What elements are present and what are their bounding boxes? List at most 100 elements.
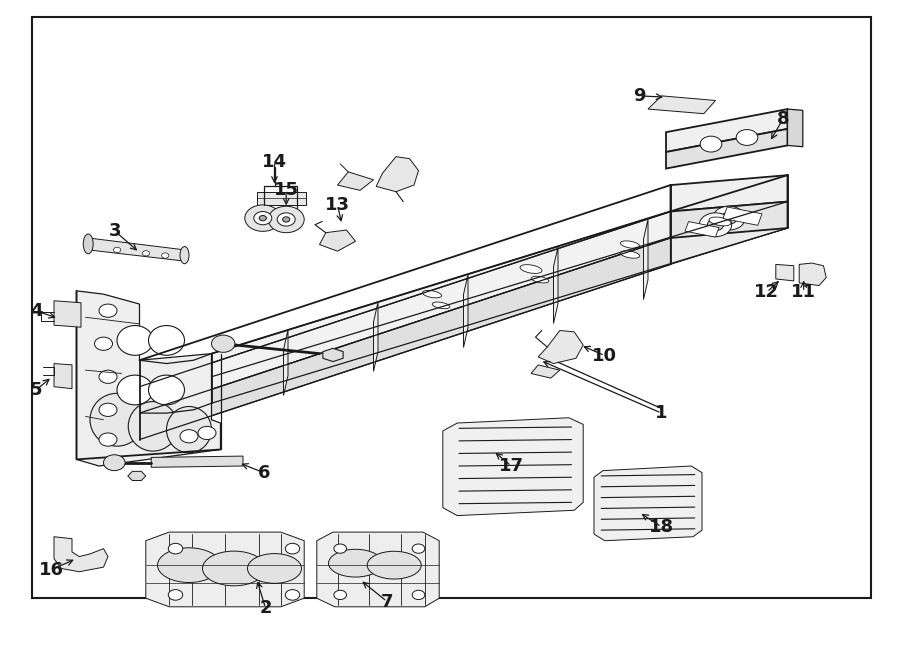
Circle shape <box>245 205 281 231</box>
Circle shape <box>99 304 117 317</box>
Polygon shape <box>670 175 788 212</box>
Polygon shape <box>88 238 184 261</box>
Ellipse shape <box>531 276 549 283</box>
Ellipse shape <box>148 375 184 405</box>
Circle shape <box>334 544 346 553</box>
Text: 12: 12 <box>754 283 779 301</box>
Polygon shape <box>374 302 378 371</box>
Polygon shape <box>317 532 439 607</box>
Circle shape <box>168 590 183 600</box>
Circle shape <box>334 590 346 600</box>
Text: 5: 5 <box>30 381 42 399</box>
Polygon shape <box>666 109 788 152</box>
Ellipse shape <box>620 251 640 258</box>
Polygon shape <box>76 291 220 466</box>
Text: 3: 3 <box>109 222 122 241</box>
Bar <box>685 221 719 237</box>
Ellipse shape <box>148 326 184 356</box>
Ellipse shape <box>520 264 542 274</box>
Circle shape <box>162 253 169 258</box>
Polygon shape <box>128 471 146 481</box>
Circle shape <box>268 206 304 233</box>
Ellipse shape <box>367 551 421 579</box>
Circle shape <box>99 403 117 416</box>
Polygon shape <box>54 537 108 572</box>
Polygon shape <box>212 202 788 403</box>
Ellipse shape <box>248 554 302 583</box>
Polygon shape <box>338 172 374 190</box>
Circle shape <box>285 590 300 600</box>
Circle shape <box>721 212 737 224</box>
Polygon shape <box>151 456 243 467</box>
Text: 11: 11 <box>791 283 816 301</box>
Circle shape <box>412 544 425 553</box>
Circle shape <box>142 251 149 256</box>
Circle shape <box>94 337 112 350</box>
Circle shape <box>254 212 272 225</box>
Circle shape <box>285 543 300 554</box>
Polygon shape <box>554 247 558 323</box>
Circle shape <box>104 455 125 471</box>
Ellipse shape <box>90 393 144 446</box>
Ellipse shape <box>432 302 450 309</box>
Ellipse shape <box>83 234 94 254</box>
Circle shape <box>198 426 216 440</box>
Polygon shape <box>140 238 670 440</box>
Polygon shape <box>146 532 304 607</box>
Circle shape <box>180 430 198 443</box>
Circle shape <box>277 213 295 226</box>
Polygon shape <box>443 418 583 516</box>
Polygon shape <box>670 202 788 264</box>
Ellipse shape <box>422 290 442 298</box>
Polygon shape <box>788 109 803 147</box>
Circle shape <box>99 370 117 383</box>
Ellipse shape <box>180 247 189 264</box>
Text: 4: 4 <box>30 301 42 320</box>
Polygon shape <box>320 230 356 251</box>
Text: 10: 10 <box>592 346 617 365</box>
Polygon shape <box>776 264 794 281</box>
Circle shape <box>259 215 266 221</box>
Circle shape <box>713 206 745 230</box>
Polygon shape <box>212 175 788 377</box>
Circle shape <box>99 433 117 446</box>
Polygon shape <box>140 212 670 413</box>
Text: 16: 16 <box>39 561 64 579</box>
Polygon shape <box>644 219 648 299</box>
Circle shape <box>168 543 183 554</box>
Bar <box>32 17 871 598</box>
Polygon shape <box>464 274 468 348</box>
Polygon shape <box>256 192 306 205</box>
Text: 2: 2 <box>259 599 272 617</box>
Ellipse shape <box>620 241 640 249</box>
Polygon shape <box>376 157 418 192</box>
Polygon shape <box>323 348 343 362</box>
Circle shape <box>283 217 290 222</box>
Text: 13: 13 <box>325 196 350 214</box>
Ellipse shape <box>117 326 153 356</box>
Text: 6: 6 <box>257 463 270 482</box>
Polygon shape <box>666 129 788 169</box>
Polygon shape <box>531 365 560 378</box>
Polygon shape <box>670 202 788 238</box>
Circle shape <box>412 590 425 600</box>
Bar <box>723 207 762 225</box>
Circle shape <box>212 335 235 352</box>
Text: 7: 7 <box>381 592 393 611</box>
Circle shape <box>700 136 722 152</box>
Polygon shape <box>54 364 72 389</box>
Text: 8: 8 <box>777 110 789 128</box>
Ellipse shape <box>128 401 178 451</box>
Polygon shape <box>538 330 583 364</box>
Circle shape <box>707 219 724 231</box>
Polygon shape <box>799 263 826 286</box>
Polygon shape <box>594 466 702 541</box>
Text: 17: 17 <box>499 457 524 475</box>
Polygon shape <box>54 301 81 327</box>
Ellipse shape <box>328 549 382 577</box>
Circle shape <box>113 247 121 253</box>
Circle shape <box>699 213 732 237</box>
Polygon shape <box>670 175 788 238</box>
Text: 14: 14 <box>262 153 287 171</box>
Circle shape <box>736 130 758 145</box>
